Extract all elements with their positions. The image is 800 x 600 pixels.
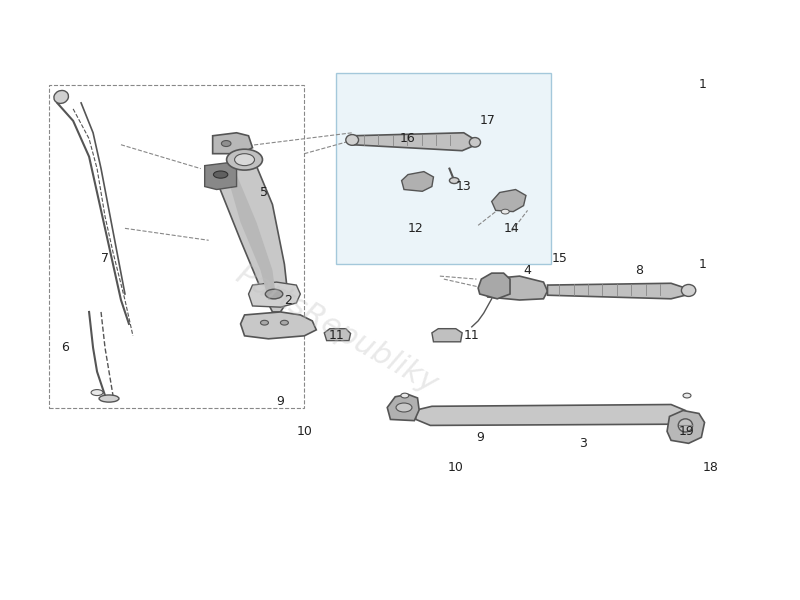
Polygon shape xyxy=(352,133,474,151)
Text: 7: 7 xyxy=(101,251,109,265)
Ellipse shape xyxy=(226,149,262,170)
Text: 5: 5 xyxy=(261,186,269,199)
Text: 1: 1 xyxy=(699,79,707,91)
Text: 9: 9 xyxy=(476,431,484,444)
Polygon shape xyxy=(387,394,419,421)
Ellipse shape xyxy=(281,320,288,325)
Bar xyxy=(50,85,304,407)
Text: 11: 11 xyxy=(464,329,480,343)
Text: 2: 2 xyxy=(285,293,292,307)
Ellipse shape xyxy=(234,154,254,166)
Ellipse shape xyxy=(678,419,693,432)
Text: 19: 19 xyxy=(679,425,695,438)
Ellipse shape xyxy=(470,137,481,147)
Polygon shape xyxy=(402,172,434,191)
Ellipse shape xyxy=(54,91,69,103)
Text: 4: 4 xyxy=(524,263,531,277)
Text: 17: 17 xyxy=(480,115,496,127)
Text: 6: 6 xyxy=(62,341,69,354)
Ellipse shape xyxy=(222,140,231,146)
Polygon shape xyxy=(492,190,526,212)
Text: 15: 15 xyxy=(551,251,567,265)
Ellipse shape xyxy=(502,209,510,214)
Polygon shape xyxy=(249,282,300,307)
Polygon shape xyxy=(547,283,686,299)
Text: 18: 18 xyxy=(703,461,719,474)
Ellipse shape xyxy=(214,171,228,178)
Text: 3: 3 xyxy=(579,437,587,450)
Text: 12: 12 xyxy=(408,222,424,235)
Polygon shape xyxy=(241,312,316,339)
Ellipse shape xyxy=(266,289,283,299)
Text: 8: 8 xyxy=(635,263,643,277)
Polygon shape xyxy=(324,329,350,341)
Ellipse shape xyxy=(401,393,409,398)
Polygon shape xyxy=(484,276,547,300)
Ellipse shape xyxy=(683,393,691,398)
Polygon shape xyxy=(667,410,705,443)
Text: 10: 10 xyxy=(448,461,464,474)
Text: PartsRepubliky: PartsRepubliky xyxy=(230,260,442,400)
Polygon shape xyxy=(432,329,462,342)
Ellipse shape xyxy=(450,178,459,184)
FancyBboxPatch shape xyxy=(336,73,551,264)
Polygon shape xyxy=(213,133,253,154)
Polygon shape xyxy=(414,404,686,425)
Text: 9: 9 xyxy=(277,395,284,408)
Text: 14: 14 xyxy=(504,222,519,235)
Ellipse shape xyxy=(99,395,119,402)
Polygon shape xyxy=(478,273,510,299)
Polygon shape xyxy=(217,157,288,312)
Text: 11: 11 xyxy=(328,329,344,343)
Text: 16: 16 xyxy=(400,132,416,145)
Ellipse shape xyxy=(91,389,103,395)
Text: 1: 1 xyxy=(699,257,707,271)
Polygon shape xyxy=(205,163,237,190)
Ellipse shape xyxy=(682,284,696,296)
Polygon shape xyxy=(229,175,277,300)
Ellipse shape xyxy=(396,403,412,412)
Ellipse shape xyxy=(346,134,358,145)
Text: 13: 13 xyxy=(456,180,472,193)
Ellipse shape xyxy=(261,320,269,325)
Text: 10: 10 xyxy=(296,425,312,438)
